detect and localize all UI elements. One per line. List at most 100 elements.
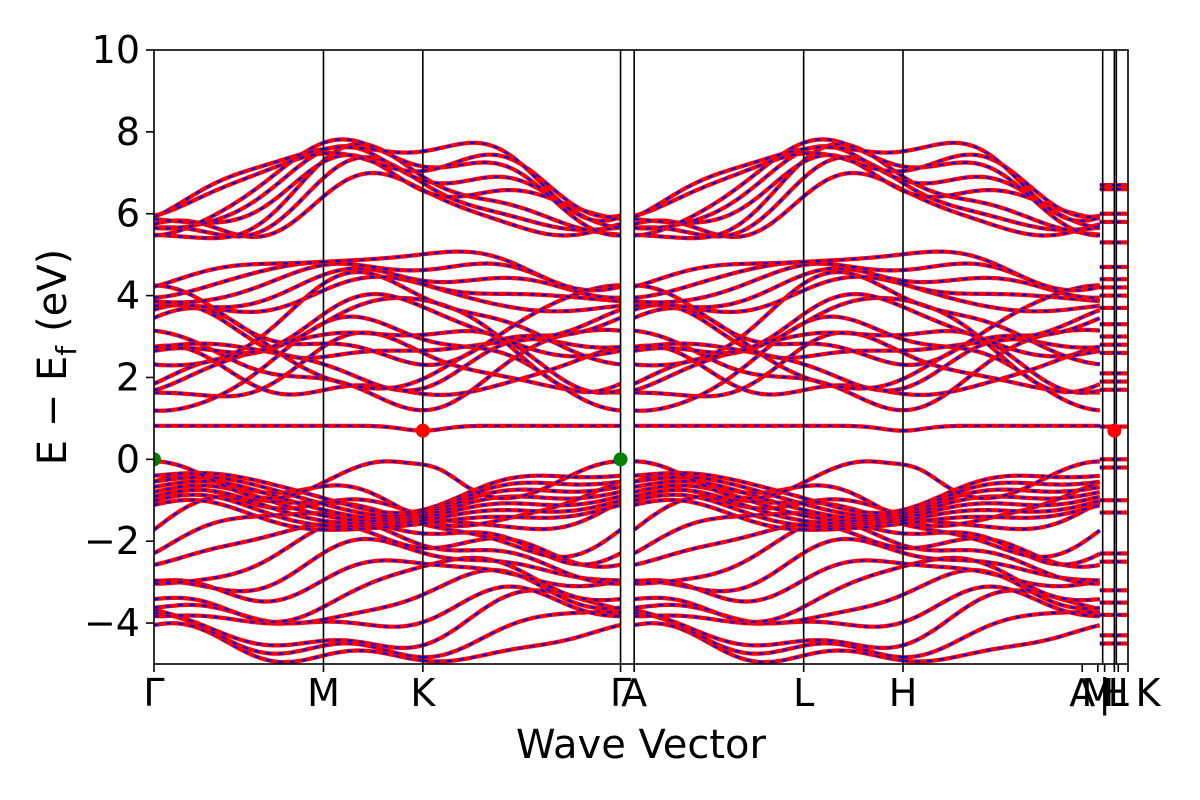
band-line-blue xyxy=(422,153,621,218)
y-tick-label: 8 xyxy=(116,110,140,154)
band-line-blue xyxy=(803,293,904,316)
band-line-blue xyxy=(902,544,1100,585)
band-line-blue xyxy=(154,260,324,288)
band-line-blue xyxy=(633,608,804,647)
band-line-red xyxy=(154,147,324,219)
band-line-red xyxy=(802,564,904,609)
band-line-blue xyxy=(803,363,904,392)
band-line-blue xyxy=(803,508,904,521)
band-line-blue xyxy=(803,146,904,154)
cbm-marker xyxy=(415,423,430,438)
band-line-blue xyxy=(322,537,424,554)
band-line-blue xyxy=(422,460,621,500)
band-line-blue xyxy=(154,608,324,647)
band-line-blue xyxy=(633,488,804,522)
y-tick-label: 10 xyxy=(92,28,140,72)
band-line-blue xyxy=(323,517,423,526)
x-tick-label: L xyxy=(793,671,814,715)
band-line-blue xyxy=(154,488,324,522)
band-line-blue xyxy=(154,307,324,378)
band-line-blue xyxy=(634,471,804,500)
band-line-blue xyxy=(803,593,904,621)
band-line-blue xyxy=(323,642,423,659)
y-tick-label: −2 xyxy=(84,519,140,563)
band-line-red xyxy=(422,160,621,238)
band-line-blue xyxy=(422,569,621,610)
band-line-blue xyxy=(422,585,621,624)
x-tick-label: A xyxy=(1069,671,1095,715)
x-tick-label: Γ xyxy=(610,671,631,715)
band-line-blue xyxy=(323,145,424,182)
band-line-blue xyxy=(154,476,324,506)
plot-frame xyxy=(153,49,1129,665)
band-line-blue xyxy=(323,331,423,337)
band-line-blue xyxy=(154,329,324,380)
band-lines xyxy=(154,137,1128,664)
band-line-blue xyxy=(323,146,423,154)
band-line-blue xyxy=(154,480,324,511)
band-line-red xyxy=(633,147,805,219)
band-line-blue xyxy=(422,188,621,237)
band-line-blue xyxy=(902,474,1100,511)
band-line-blue xyxy=(803,375,904,390)
band-line-blue xyxy=(422,503,621,525)
band-line-blue xyxy=(902,589,1101,647)
band-line-blue xyxy=(902,188,1101,237)
x-axis-label: Wave Vector xyxy=(516,722,767,768)
y-tick-label: 0 xyxy=(116,437,140,481)
y-axis-label-unit: (eV) xyxy=(30,249,76,332)
band-line-blue xyxy=(323,649,423,662)
cbm-marker xyxy=(1107,423,1122,438)
band-line-blue xyxy=(803,331,904,337)
kpoint-vertical-lines xyxy=(322,50,1118,664)
band-line-blue xyxy=(803,642,904,659)
band-line-blue xyxy=(154,284,324,346)
y-tick-label: 2 xyxy=(116,355,140,399)
band-line-red xyxy=(322,564,424,609)
band-line-red xyxy=(902,282,1100,314)
band-line-blue xyxy=(422,250,621,292)
vbm-marker xyxy=(613,452,628,467)
band-line-blue xyxy=(803,342,904,366)
band-line-blue xyxy=(154,614,324,625)
x-tick-label: A xyxy=(621,671,647,715)
band-line-blue xyxy=(902,153,1100,218)
band-line-blue xyxy=(634,329,804,380)
band-line-blue xyxy=(902,495,1101,520)
band-line-blue xyxy=(422,175,621,236)
y-tick-label: 6 xyxy=(116,192,140,236)
band-line-blue xyxy=(633,322,805,385)
band-line-blue xyxy=(902,175,1100,236)
band-line-blue xyxy=(154,525,324,585)
band-line-blue xyxy=(634,596,805,623)
band-line-blue xyxy=(323,138,423,168)
band-line-blue xyxy=(803,253,904,263)
band-line-blue xyxy=(422,499,621,522)
band-line-blue xyxy=(323,502,424,518)
band-line-blue xyxy=(422,424,621,432)
y-axis-label: E − Ef (eV) xyxy=(30,249,83,466)
band-line-blue xyxy=(323,363,424,392)
band-line-blue xyxy=(422,495,621,520)
band-line-blue xyxy=(634,614,804,625)
band-line-blue xyxy=(803,145,904,182)
extrema-markers xyxy=(154,423,1122,467)
band-line-blue xyxy=(322,293,424,316)
band-line-blue xyxy=(422,480,621,514)
band-line-blue xyxy=(902,262,1100,299)
band-line-blue xyxy=(323,593,424,621)
band-line-blue xyxy=(634,476,804,506)
band-line-red xyxy=(902,140,1101,223)
band-line-blue xyxy=(422,523,622,558)
band-line-blue xyxy=(422,283,621,313)
band-line-blue xyxy=(634,460,805,500)
band-line-blue xyxy=(323,496,424,515)
x-tick-label: K xyxy=(410,671,436,715)
band-line-blue xyxy=(902,551,1100,582)
band-line-blue xyxy=(422,624,621,663)
band-line-blue xyxy=(422,544,621,585)
band-line-blue xyxy=(803,152,904,173)
band-line-blue xyxy=(422,562,621,588)
